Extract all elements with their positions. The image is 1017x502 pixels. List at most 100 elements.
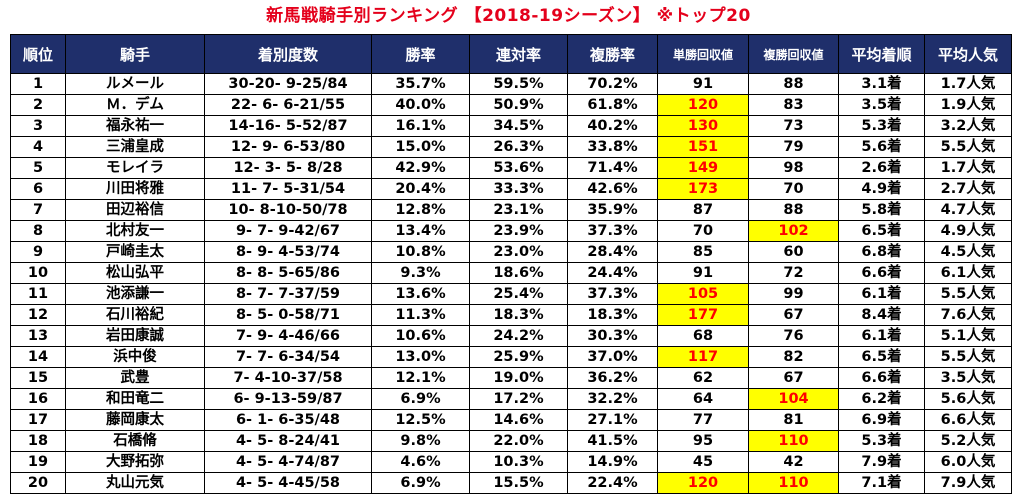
record-cell: 22- 6- 6-21/55 (204, 94, 372, 116)
show-rate-cell: 24.4% (567, 262, 658, 284)
avg-popularity-cell: 7.6人気 (924, 304, 1012, 326)
rank-cell: 2 (10, 94, 66, 116)
win-rate-cell: 11.3% (371, 304, 470, 326)
jockey-cell: 松山弘平 (65, 262, 205, 284)
show-return-cell: 67 (748, 367, 839, 389)
win-rate-cell: 13.4% (371, 220, 470, 242)
table-row: 10 松山弘平 8- 8- 5-65/86 9.3% 18.6% 24.4% 91 72 6.6… (10, 262, 1012, 284)
avg-popularity-cell: 4.5人気 (924, 241, 1012, 263)
rank-cell: 8 (10, 220, 66, 242)
show-rate-cell: 30.3% (567, 325, 658, 347)
table-row: 16 和田竜二 6- 9-13-59/87 6.9% 17.2% 32.2% 64 104 6.… (10, 388, 1012, 410)
win-return-cell: 149 (657, 157, 749, 179)
rank-cell: 10 (10, 262, 66, 284)
avg-popularity-cell: 5.1人気 (924, 325, 1012, 347)
avg-finish-cell: 6.1着 (838, 283, 925, 305)
record-cell: 12- 9- 6-53/80 (204, 136, 372, 158)
record-cell: 4- 5- 4-45/58 (204, 472, 372, 494)
record-cell: 7- 4-10-37/58 (204, 367, 372, 389)
avg-popularity-cell: 5.5人気 (924, 283, 1012, 305)
table-row: 8 北村友一 9- 7- 9-42/67 13.4% 23.9% 37.3% 70 102 6.… (10, 220, 1012, 242)
avg-popularity-cell: 1.7人気 (924, 73, 1012, 95)
quinella-rate-cell: 23.1% (469, 199, 568, 221)
win-return-cell: 62 (657, 367, 749, 389)
avg-finish-cell: 7.1着 (838, 472, 925, 494)
header-show-return: 複勝回収値 (748, 34, 839, 74)
avg-finish-cell: 2.6着 (838, 157, 925, 179)
record-cell: 8- 8- 5-65/86 (204, 262, 372, 284)
rank-cell: 16 (10, 388, 66, 410)
quinella-rate-cell: 19.0% (469, 367, 568, 389)
show-return-cell: 110 (748, 472, 839, 494)
record-cell: 11- 7- 5-31/54 (204, 178, 372, 200)
show-return-cell: 81 (748, 409, 839, 431)
table-row: 19 大野拓弥 4- 5- 4-74/87 4.6% 10.3% 14.9% 45 42 7.9… (10, 451, 1012, 473)
show-rate-cell: 37.0% (567, 346, 658, 368)
rank-cell: 1 (10, 73, 66, 95)
avg-finish-cell: 5.3着 (838, 430, 925, 452)
jockey-cell: 池添謙一 (65, 283, 205, 305)
header-show-rate: 複勝率 (567, 34, 658, 74)
rank-cell: 9 (10, 241, 66, 263)
show-rate-cell: 35.9% (567, 199, 658, 221)
show-return-cell: 110 (748, 430, 839, 452)
jockey-cell: 岩田康誠 (65, 325, 205, 347)
jockey-cell: Ｍ．デム (65, 94, 205, 116)
show-return-cell: 83 (748, 94, 839, 116)
jockey-cell: 川田将雅 (65, 178, 205, 200)
jockey-cell: 戸崎圭太 (65, 241, 205, 263)
win-return-cell: 117 (657, 346, 749, 368)
avg-finish-cell: 3.1着 (838, 73, 925, 95)
show-rate-cell: 27.1% (567, 409, 658, 431)
record-cell: 4- 5- 8-24/41 (204, 430, 372, 452)
show-rate-cell: 36.2% (567, 367, 658, 389)
quinella-rate-cell: 17.2% (469, 388, 568, 410)
page-title: 新馬戦騎手別ランキング 【2018-19シーズン】 ※トップ20 (266, 6, 751, 26)
jockey-cell: 武豊 (65, 367, 205, 389)
quinella-rate-cell: 23.0% (469, 241, 568, 263)
show-return-cell: 70 (748, 178, 839, 200)
quinella-rate-cell: 18.3% (469, 304, 568, 326)
table-row: 12 石川裕紀 8- 5- 0-58/71 11.3% 18.3% 18.3% 177 67 8… (10, 304, 1012, 326)
rank-cell: 7 (10, 199, 66, 221)
win-return-cell: 91 (657, 73, 749, 95)
show-rate-cell: 33.8% (567, 136, 658, 158)
win-return-cell: 45 (657, 451, 749, 473)
table-row: 1 ルメール 30-20- 9-25/84 35.7% 59.5% 70.2% 91 88 3.… (10, 73, 1012, 95)
win-rate-cell: 20.4% (371, 178, 470, 200)
header-avg-popularity: 平均人気 (924, 34, 1012, 74)
rank-cell: 18 (10, 430, 66, 452)
rank-cell: 14 (10, 346, 66, 368)
win-rate-cell: 6.9% (371, 388, 470, 410)
rank-cell: 19 (10, 451, 66, 473)
record-cell: 6- 1- 6-35/48 (204, 409, 372, 431)
quinella-rate-cell: 50.9% (469, 94, 568, 116)
record-cell: 4- 5- 4-74/87 (204, 451, 372, 473)
table-row: 6 川田将雅 11- 7- 5-31/54 20.4% 33.3% 42.6% 173 70 4… (10, 178, 1012, 200)
avg-popularity-cell: 2.7人気 (924, 178, 1012, 200)
header-rank: 順位 (10, 34, 66, 74)
avg-finish-cell: 3.5着 (838, 94, 925, 116)
rank-cell: 20 (10, 472, 66, 494)
win-return-cell: 64 (657, 388, 749, 410)
win-rate-cell: 10.6% (371, 325, 470, 347)
win-return-cell: 70 (657, 220, 749, 242)
avg-popularity-cell: 3.5人気 (924, 367, 1012, 389)
rank-cell: 3 (10, 115, 66, 137)
header-win-rate: 勝率 (371, 34, 470, 74)
jockey-cell: 石橋脩 (65, 430, 205, 452)
jockey-cell: 福永祐一 (65, 115, 205, 137)
header-quinella-rate: 連対率 (469, 34, 568, 74)
table-row: 15 武豊 7- 4-10-37/58 12.1% 19.0% 36.2% 62 67 6.6着… (10, 367, 1012, 389)
quinella-rate-cell: 24.2% (469, 325, 568, 347)
win-rate-cell: 12.1% (371, 367, 470, 389)
table-row: 18 石橋脩 4- 5- 8-24/41 9.8% 22.0% 41.5% 95 110 5.3… (10, 430, 1012, 452)
quinella-rate-cell: 14.6% (469, 409, 568, 431)
win-rate-cell: 10.8% (371, 241, 470, 263)
show-return-cell: 102 (748, 220, 839, 242)
avg-finish-cell: 8.4着 (838, 304, 925, 326)
record-cell: 8- 9- 4-53/74 (204, 241, 372, 263)
record-cell: 9- 7- 9-42/67 (204, 220, 372, 242)
avg-finish-cell: 6.6着 (838, 262, 925, 284)
record-cell: 7- 7- 6-34/54 (204, 346, 372, 368)
